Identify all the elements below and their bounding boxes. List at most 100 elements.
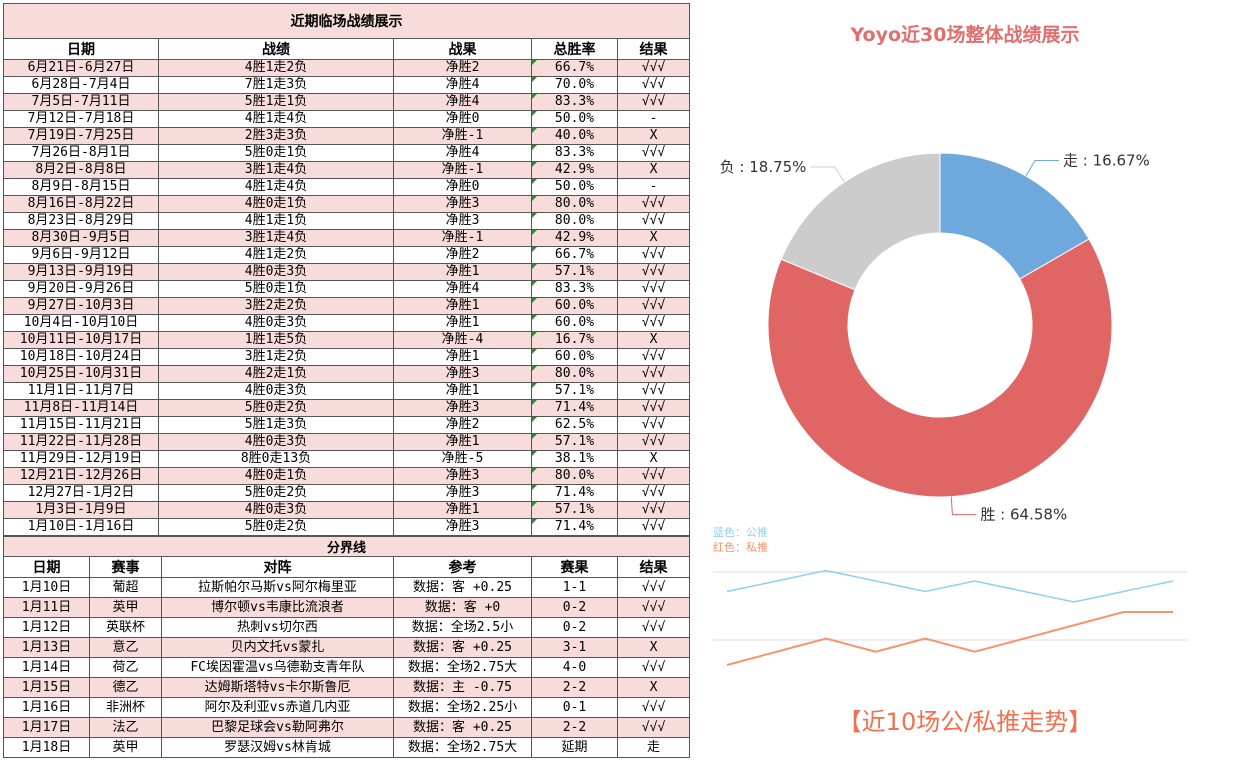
table-row-cell: 2-2 bbox=[531, 677, 618, 698]
table-row-cell: 60.0% bbox=[531, 348, 618, 366]
table-row-cell: 7胜1走3负 bbox=[158, 76, 394, 94]
table-row-cell: 达姆斯塔特vs卡尔斯鲁厄 bbox=[161, 677, 394, 698]
pie-label-line bbox=[810, 166, 845, 183]
table-row: 10月4日-10月10日 4胜0走3负 净胜1 60.0% √√√ bbox=[3, 314, 691, 332]
table-row-cell: 16.7% bbox=[531, 331, 618, 349]
table-row-cell: 0-2 bbox=[531, 617, 618, 638]
table-row: 8月2日-8月8日 3胜1走4负 净胜-1 42.9% X bbox=[3, 161, 691, 179]
table-row-cell: √√√ bbox=[616, 297, 691, 315]
table-row-cell: 7月5日-7月11日 bbox=[3, 93, 159, 111]
table-row-cell: 4胜1走2负 bbox=[158, 246, 394, 264]
table-row-cell: 净胜-5 bbox=[393, 450, 532, 468]
table-row: 1月10日 葡超 拉斯帕尔马斯vs阿尔梅里亚 数据：客 +0.25 1-1 √√√ bbox=[3, 577, 691, 598]
table-row-cell: √√√ bbox=[616, 212, 691, 230]
table-row: 1月14日 荷乙 FC埃因霍温vs乌德勒支青年队 数据：全场2.75大 4-0 √√√ bbox=[3, 657, 691, 678]
table-row-cell: 1月16日 bbox=[3, 697, 90, 718]
table-row: 11月22日-11月28日 4胜0走3负 净胜1 57.1% √√√ bbox=[3, 433, 691, 451]
table-row-cell: 57.1% bbox=[531, 501, 618, 519]
series-line-1 bbox=[726, 611, 1173, 666]
table-row-cell: 净胜2 bbox=[393, 59, 532, 77]
table-row-cell: 9月27日-10月3日 bbox=[3, 297, 159, 315]
table-row-cell: 净胜1 bbox=[393, 263, 532, 281]
table-row: 12月21日-12月26日 4胜0走1负 净胜3 80.0% √√√ bbox=[3, 467, 691, 485]
table-row: 1月12日 英联杯 热刺vs切尔西 数据：全场2.5小 0-2 √√√ bbox=[3, 617, 691, 638]
table2-header-cell: 赛果 bbox=[531, 556, 618, 578]
table-row-cell: √√√ bbox=[616, 484, 691, 502]
table-row-cell: 4胜2走1负 bbox=[158, 365, 394, 383]
table-row-cell: 净胜-1 bbox=[393, 161, 532, 179]
table-row-cell: 英甲 bbox=[89, 737, 162, 758]
table-row: 7月26日-8月1日 5胜0走1负 净胜4 83.3% √√√ bbox=[3, 144, 691, 162]
table-row-cell: 57.1% bbox=[531, 263, 618, 281]
table-row-cell: 80.0% bbox=[531, 365, 618, 383]
pie-label-line bbox=[950, 496, 977, 516]
table-row-cell: √√√ bbox=[616, 348, 691, 366]
table-row-cell: 5胜0走2负 bbox=[158, 399, 394, 417]
table-row-cell: √√√ bbox=[616, 657, 691, 678]
table2-header-cell: 结果 bbox=[616, 556, 691, 578]
table-row: 8月30日-9月5日 3胜1走4负 净胜-1 42.9% X bbox=[3, 229, 691, 247]
table-row-cell: √√√ bbox=[616, 263, 691, 281]
table-row-cell: 62.5% bbox=[531, 416, 618, 434]
table-row-cell: 6月21日-6月27日 bbox=[3, 59, 159, 77]
left-panel: 近期临场战绩展示 日期 战绩 战果 总胜率 结果 6月21日-6月27日 4胜1走2负 净胜… bbox=[2, 3, 691, 758]
table-row-cell: 1月14日 bbox=[3, 657, 90, 678]
table-row-cell: 3胜2走2负 bbox=[158, 297, 394, 315]
table-row: 11月1日-11月7日 4胜0走3负 净胜1 57.1% √√√ bbox=[3, 382, 691, 400]
table-row-cell: 净胜3 bbox=[393, 518, 532, 536]
table-row-cell: 净胜3 bbox=[393, 467, 532, 485]
table-row-cell: 净胜1 bbox=[393, 314, 532, 332]
table-row-cell: 10月25日-10月31日 bbox=[3, 365, 159, 383]
table-row-cell: 净胜3 bbox=[393, 399, 532, 417]
table-row-cell: 净胜3 bbox=[393, 212, 532, 230]
table-row-cell: 净胜2 bbox=[393, 246, 532, 264]
table-row-cell: 83.3% bbox=[531, 93, 618, 111]
table-row: 8月16日-8月22日 4胜0走1负 净胜3 80.0% √√√ bbox=[3, 195, 691, 213]
table-row-cell: 1月10日-1月16日 bbox=[3, 518, 159, 536]
table-row-cell: 4胜0走3负 bbox=[158, 382, 394, 400]
table-row-cell: 42.9% bbox=[531, 161, 618, 179]
table-row-cell: 8月23日-8月29日 bbox=[3, 212, 159, 230]
table-row: 11月29日-12月19日 8胜0走13负 净胜-5 38.1% X bbox=[3, 450, 691, 468]
table-row-cell: 11月29日-12月19日 bbox=[3, 450, 159, 468]
table-row-cell: √√√ bbox=[616, 382, 691, 400]
pie-slice-胜 bbox=[767, 238, 1113, 498]
table-row-cell: 4胜0走3负 bbox=[158, 263, 394, 281]
table-row-cell: 57.1% bbox=[531, 382, 618, 400]
table-row-cell: 9月13日-9月19日 bbox=[3, 263, 159, 281]
table-row-cell: 70.0% bbox=[531, 76, 618, 94]
table-row-cell: 10月4日-10月10日 bbox=[3, 314, 159, 332]
table-row-cell: 阿尔及利亚vs赤道几内亚 bbox=[161, 697, 394, 718]
table-row-cell: X bbox=[616, 331, 691, 349]
table-row-cell: 11月8日-11月14日 bbox=[3, 399, 159, 417]
table-row-cell: 3胜1走4负 bbox=[158, 229, 394, 247]
table-row: 10月25日-10月31日 4胜2走1负 净胜3 80.0% √√√ bbox=[3, 365, 691, 383]
table-row-cell: √√√ bbox=[616, 416, 691, 434]
table-row-cell: 5胜1走3负 bbox=[158, 416, 394, 434]
table-row-cell: √√√ bbox=[616, 717, 691, 738]
table-row-cell: FC埃因霍温vs乌德勒支青年队 bbox=[161, 657, 394, 678]
table-row-cell: 4胜0走3负 bbox=[158, 314, 394, 332]
table-title: 近期临场战绩展示 bbox=[2, 3, 691, 39]
table-row-cell: 1月13日 bbox=[3, 637, 90, 658]
table-row-cell: 4胜1走1负 bbox=[158, 212, 394, 230]
table-row: 10月18日-10月24日 3胜1走2负 净胜1 60.0% √√√ bbox=[3, 348, 691, 366]
table-row-cell: 38.1% bbox=[531, 450, 618, 468]
table-row: 9月6日-9月12日 4胜1走2负 净胜2 66.7% √√√ bbox=[3, 246, 691, 264]
table-row-cell: 66.7% bbox=[531, 59, 618, 77]
divider-row: 分界线 bbox=[2, 536, 691, 557]
table-row-cell: 3-1 bbox=[531, 637, 618, 658]
table-row-cell: X bbox=[616, 677, 691, 698]
table-row-cell: √√√ bbox=[616, 697, 691, 718]
table-row-cell: 2胜3走3负 bbox=[158, 127, 394, 145]
table-row-cell: 净胜4 bbox=[393, 93, 532, 111]
pie-slice-label: 走 : 16.67% bbox=[1063, 151, 1150, 169]
table-row-cell: √√√ bbox=[616, 518, 691, 536]
table-row: 9月27日-10月3日 3胜2走2负 净胜1 60.0% √√√ bbox=[3, 297, 691, 315]
table-row-cell: 11月1日-11月7日 bbox=[3, 382, 159, 400]
table-row-cell: 4胜1走2负 bbox=[158, 59, 394, 77]
table-row-cell: 数据：主 -0.75 bbox=[393, 677, 532, 698]
pie-slice-label: 胜 : 64.58% bbox=[980, 506, 1067, 524]
table-row-cell: √√√ bbox=[616, 577, 691, 598]
table-row-cell: 数据：客 +0.25 bbox=[393, 717, 532, 738]
